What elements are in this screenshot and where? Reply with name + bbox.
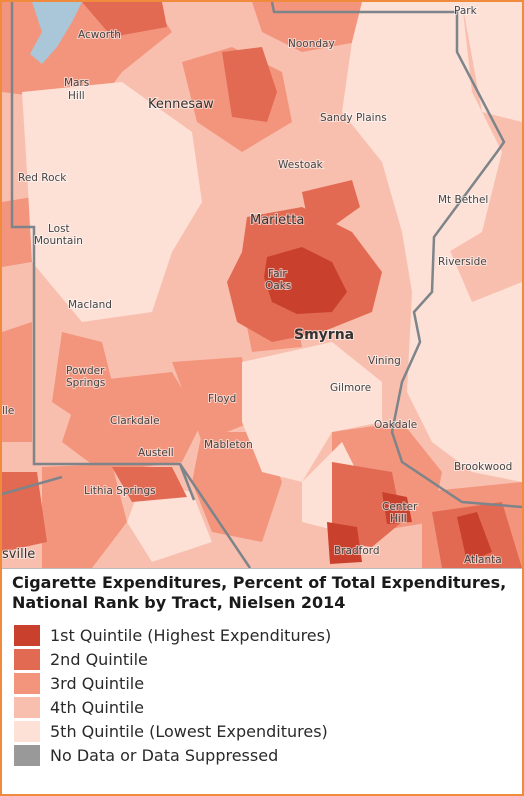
place-label: Oakdale — [374, 419, 417, 431]
place-labels: Park Acworth Noonday Mars Hill Kennesaw … — [2, 4, 513, 567]
legend-item-nodata: No Data or Data Suppressed — [14, 743, 512, 767]
place-label: Powder — [66, 365, 105, 377]
legend-swatch-q2 — [14, 648, 40, 670]
legend-item-q3: 3rd Quintile — [14, 671, 512, 695]
legend-label: 5th Quintile (Lowest Expenditures) — [50, 721, 328, 741]
legend-items: 1st Quintile (Highest Expenditures) 2nd … — [14, 623, 512, 767]
legend-label: 1st Quintile (Highest Expenditures) — [50, 625, 332, 645]
place-label: Floyd — [208, 393, 236, 405]
place-label: Kennesaw — [148, 97, 214, 112]
legend-swatch-q1 — [14, 624, 40, 646]
quintile-1-tracts — [264, 247, 492, 564]
place-label: Marietta — [250, 213, 304, 228]
place-label: Westoak — [278, 159, 324, 171]
legend-item-q1: 1st Quintile (Highest Expenditures) — [14, 623, 512, 647]
place-label: Lost — [48, 223, 70, 235]
place-label: Mountain — [34, 235, 83, 247]
quintile-5-tracts — [22, 2, 522, 562]
legend-swatch-q4 — [14, 696, 40, 718]
legend-title: Cigarette Expenditures, Percent of Total… — [12, 573, 507, 612]
legend-item-q2: 2nd Quintile — [14, 647, 512, 671]
choropleth-map[interactable]: Park Acworth Noonday Mars Hill Kennesaw … — [2, 2, 522, 568]
place-label: Hill — [390, 513, 407, 525]
place-label: Gilmore — [330, 382, 371, 394]
place-label: Mt Bethel — [438, 194, 488, 206]
place-label: Mableton — [204, 439, 253, 451]
legend-label: 4th Quintile — [50, 697, 145, 717]
place-label: Oaks — [265, 280, 291, 292]
place-label: Mars — [64, 77, 89, 89]
place-label: Park — [454, 5, 478, 17]
place-label: sville — [2, 547, 35, 562]
legend-item-q4: 4th Quintile — [14, 695, 512, 719]
place-label: Brookwood — [454, 461, 512, 473]
place-label: Smyrna — [294, 327, 354, 343]
place-label: Clarkdale — [110, 415, 160, 427]
county-borders — [2, 2, 522, 568]
place-label: Springs — [66, 377, 105, 389]
legend-swatch-nodata — [14, 744, 40, 766]
place-label: Fair — [268, 268, 287, 280]
place-label: Austell — [138, 447, 174, 459]
legend-swatch-q3 — [14, 672, 40, 694]
lake-allatoona — [30, 2, 82, 64]
place-label: Center — [382, 501, 418, 513]
place-label: Atlanta — [464, 554, 502, 566]
legend-label: No Data or Data Suppressed — [50, 745, 279, 765]
map-legend: Cigarette Expenditures, Percent of Total… — [2, 568, 522, 794]
place-label: Noonday — [288, 38, 335, 50]
place-label: Sandy Plains — [320, 112, 387, 124]
place-label: lle — [2, 405, 14, 417]
map-canvas: Park Acworth Noonday Mars Hill Kennesaw … — [2, 2, 522, 568]
legend-label: 3rd Quintile — [50, 673, 145, 693]
place-label: Red Rock — [18, 172, 67, 184]
place-label: Lithia Springs — [84, 485, 156, 497]
place-label: Riverside — [438, 256, 487, 268]
place-label: Macland — [68, 299, 112, 311]
legend-item-q5: 5th Quintile (Lowest Expenditures) — [14, 719, 512, 743]
place-label: Hill — [68, 90, 85, 102]
place-label: Bradford — [334, 545, 380, 557]
legend-swatch-q5 — [14, 720, 40, 742]
place-label: Vining — [368, 355, 401, 367]
legend-label: 2nd Quintile — [50, 649, 148, 669]
place-label: Acworth — [78, 29, 121, 41]
